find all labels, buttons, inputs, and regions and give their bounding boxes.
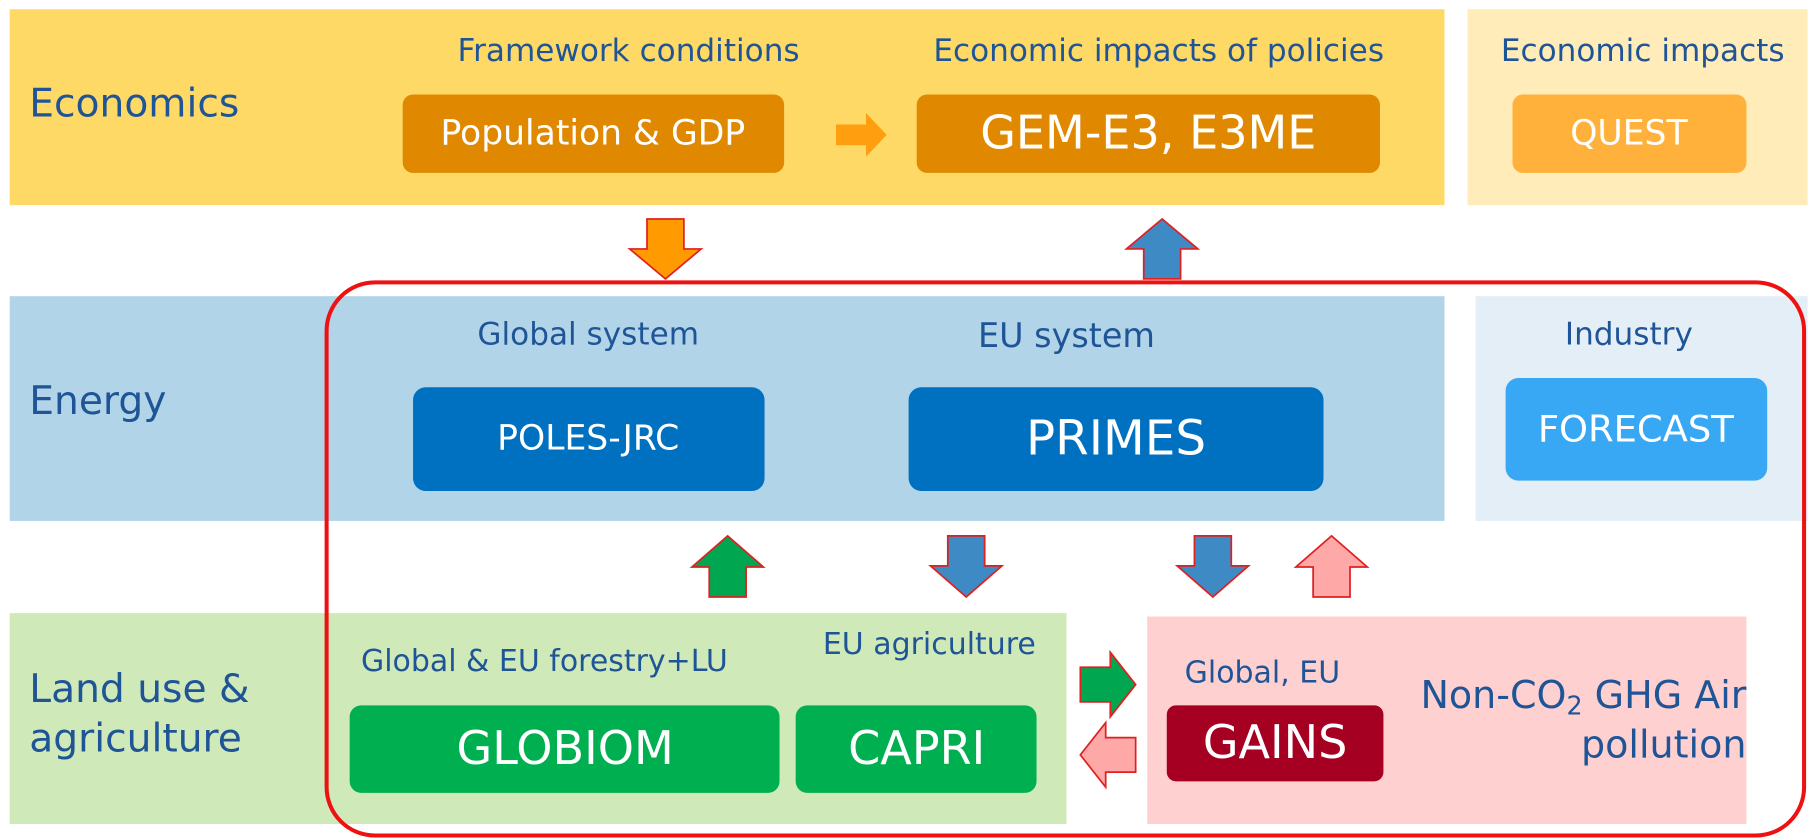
model-box	[402, 94, 785, 173]
group-title: Economic impacts of policies	[933, 33, 1384, 69]
row-label: Land use &	[29, 667, 249, 712]
group-title: Economic impacts	[1501, 33, 1785, 69]
note-subscript: 2	[1566, 691, 1582, 721]
arrow-up	[1124, 217, 1201, 280]
note-text: GHG Air	[1583, 673, 1747, 717]
model-box	[1512, 94, 1747, 173]
arrow-up	[1293, 534, 1370, 598]
group-title: Global & EU forestry+LU	[361, 644, 728, 679]
arrow	[836, 112, 887, 157]
group-title: EU agriculture	[823, 627, 1036, 662]
group-title: Framework conditions	[457, 33, 799, 69]
model-label: Population & GDP	[440, 113, 745, 153]
model-label: CAPRI	[848, 721, 985, 775]
row-label: Energy	[29, 379, 166, 424]
group-title: Global, EU	[1185, 656, 1340, 691]
note: pollution	[1581, 722, 1746, 766]
model-label: GAINS	[1203, 715, 1348, 769]
group-title: Industry	[1565, 316, 1693, 352]
scope-outline	[324, 280, 1807, 838]
model-label: PRIMES	[1026, 410, 1206, 466]
model-label: GLOBIOM	[457, 721, 674, 775]
model-label: QUEST	[1570, 113, 1688, 153]
row-label: Economics	[29, 82, 239, 127]
model-box	[413, 387, 765, 491]
note: Non-CO2 GHG Air	[1420, 673, 1746, 721]
row-label: agriculture	[29, 717, 242, 762]
arrow-down	[627, 218, 704, 281]
group-title: Global system	[477, 316, 699, 352]
model-box	[908, 387, 1324, 491]
model-label: FORECAST	[1538, 408, 1734, 451]
arrow-down	[1174, 535, 1251, 599]
model-box	[1166, 705, 1384, 782]
model-box	[916, 94, 1380, 173]
model-box	[795, 705, 1037, 793]
arrow-left	[1079, 720, 1137, 790]
arrow-down	[928, 535, 1005, 599]
note-text: Non-CO	[1420, 673, 1566, 717]
arrow-right	[1079, 649, 1137, 720]
model-box	[1505, 378, 1768, 481]
model-label: POLES-JRC	[497, 419, 679, 459]
group-title: EU system	[978, 316, 1155, 355]
model-box	[349, 705, 780, 793]
arrow-up	[689, 534, 766, 598]
model-label: GEM-E3, E3ME	[980, 105, 1316, 159]
